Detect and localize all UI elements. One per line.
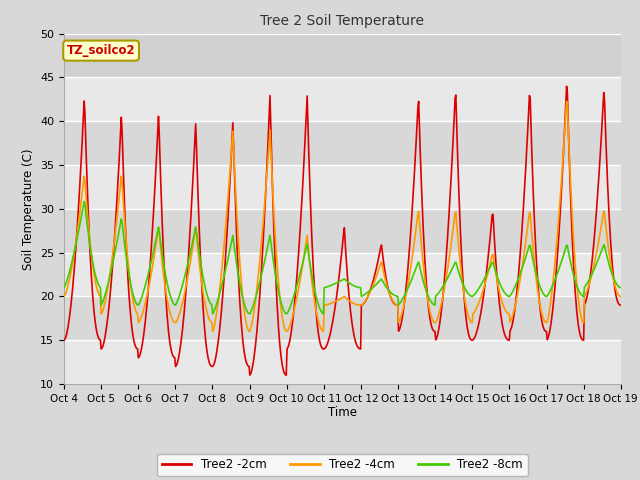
- Bar: [64, 296, 621, 340]
- Bar: [64, 252, 621, 296]
- Bar: [64, 34, 621, 77]
- Bar: [64, 165, 621, 209]
- Bar: [64, 77, 621, 121]
- Title: Tree 2 Soil Temperature: Tree 2 Soil Temperature: [260, 14, 424, 28]
- Y-axis label: Soil Temperature (C): Soil Temperature (C): [22, 148, 35, 270]
- X-axis label: Time: Time: [328, 407, 357, 420]
- Legend: Tree2 -2cm, Tree2 -4cm, Tree2 -8cm: Tree2 -2cm, Tree2 -4cm, Tree2 -8cm: [157, 454, 528, 476]
- Text: TZ_soilco2: TZ_soilco2: [67, 44, 136, 57]
- Bar: [64, 340, 621, 384]
- Bar: [64, 121, 621, 165]
- Bar: [64, 209, 621, 252]
